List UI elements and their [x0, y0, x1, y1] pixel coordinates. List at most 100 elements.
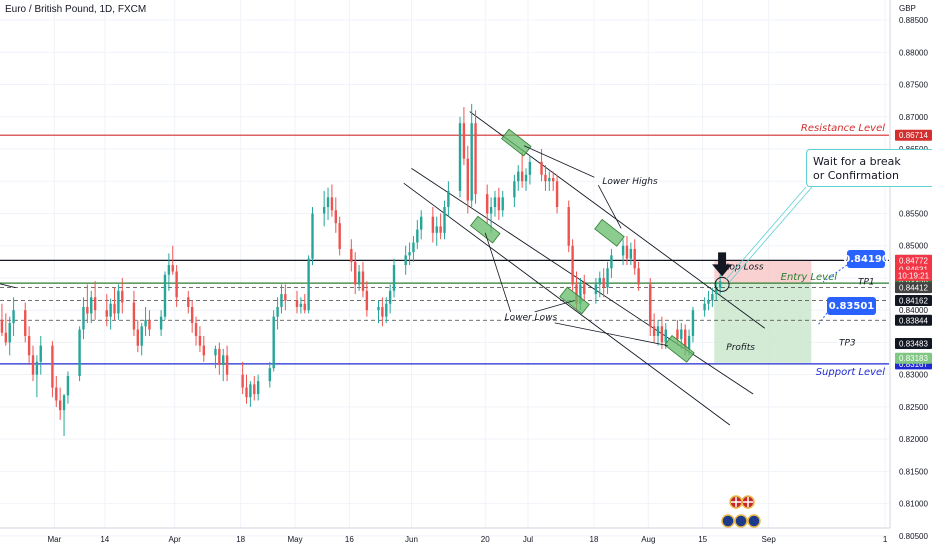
time-axis[interactable]: Mar 14 Apr 18 May 16 Jun 20 Jul 18 Aug 15 Sep 1 [0, 527, 890, 544]
lower-lows-label: Lower Lows [505, 313, 558, 323]
candle-body [633, 248, 636, 269]
candle-body [458, 123, 462, 191]
candle-body [241, 374, 244, 388]
lower-lows-channel-line [411, 167, 754, 395]
support-label: Support Level [816, 367, 886, 378]
tp3-label: TP3 [839, 338, 856, 348]
candle-body [435, 226, 438, 233]
x-tick-label: 18 [590, 535, 599, 544]
candle-body [284, 294, 287, 301]
grid [0, 0, 889, 537]
lower-lows-pointer-2 [534, 300, 575, 313]
swing-high-box-2 [594, 218, 625, 247]
candle-body [350, 248, 353, 262]
callout-connector-1 [725, 186, 807, 280]
candle-body [493, 197, 497, 208]
candle-body [583, 284, 586, 295]
callout-line-1: Wait for a break [813, 155, 901, 168]
x-tick-label: Apr [168, 535, 181, 544]
candle-body [524, 174, 528, 182]
candle-body [144, 319, 147, 327]
candle-body [388, 290, 392, 304]
candle-body [171, 265, 174, 272]
candle-body [202, 345, 206, 356]
candle-body [361, 271, 365, 291]
candle-body [249, 384, 252, 398]
annotation-overlay: Lower Highs Lower Lows [469, 128, 848, 363]
candle-body [718, 281, 722, 288]
candle-body [548, 178, 551, 182]
trendlines [0, 111, 766, 426]
x-tick-label: 18 [236, 535, 245, 544]
candle-body [466, 158, 469, 201]
candle-body [404, 255, 407, 266]
candle-body [691, 310, 695, 336]
candle-body [121, 290, 124, 303]
candle-body [551, 178, 555, 182]
tp3-price-tag-bg [895, 338, 932, 350]
tp3-price-tag: 0.83483 [899, 340, 928, 349]
candle-body [606, 268, 609, 288]
candle-body [159, 316, 163, 330]
tp2-price-tag: 0.84162 [899, 297, 928, 306]
candle-body [24, 310, 27, 336]
candle-body [222, 355, 225, 366]
support-price-tag: 0.83167 [899, 360, 928, 369]
target-price-bubble: 0.83501 [827, 297, 876, 315]
y-tick-label: 0.87000 [899, 113, 928, 122]
candle-body [311, 213, 314, 259]
candle-body [163, 274, 167, 317]
candle-body [27, 335, 31, 356]
symbol-title: Euro / British Pound, 1D, FXCM [5, 4, 147, 15]
x-tick-label: 15 [698, 535, 707, 544]
candle-body [594, 284, 598, 295]
x-tick-label: 20 [481, 535, 490, 544]
candle-body [602, 277, 605, 288]
wait-for-break-callout: Wait for a break or Confirmation [806, 149, 932, 187]
candle-body [93, 297, 97, 311]
candle-body [707, 300, 710, 304]
candle-body [295, 300, 299, 307]
resistance-price-tag: 0.86714 [899, 131, 928, 140]
candle-body [656, 326, 660, 336]
y-tick-label: 0.83000 [899, 371, 928, 380]
y-tick-label: 0.88500 [899, 16, 928, 25]
candle-body [610, 255, 613, 269]
candle-body [381, 306, 384, 317]
candle-body [194, 323, 198, 336]
candle-body [664, 329, 667, 343]
candle-body [385, 303, 388, 317]
candle-body [474, 123, 477, 195]
candle-body [330, 197, 334, 211]
candle-body [711, 294, 714, 301]
candle-body [167, 265, 171, 275]
candle-body [462, 123, 466, 159]
reference-line-left [0, 283, 16, 289]
candle-body [148, 319, 151, 330]
candle-body [225, 355, 229, 375]
candle-body [660, 326, 664, 343]
candle-body [420, 216, 423, 230]
candle-body [579, 284, 582, 304]
candle-body [35, 361, 39, 375]
candle-body [637, 268, 640, 285]
candle-body [62, 395, 66, 411]
candle-body [132, 302, 136, 330]
candle-body [649, 284, 652, 327]
x-tick-label: Jul [523, 535, 533, 544]
candle-body [175, 271, 178, 298]
entry-price-bubble: 0.84190 [843, 250, 889, 268]
candle-body [307, 258, 310, 311]
candle-body [447, 190, 450, 208]
candle-body [86, 306, 89, 314]
candle-body [443, 207, 446, 233]
candle-body [470, 123, 473, 201]
candle-body [621, 245, 625, 256]
target-zone-tag-bg [895, 352, 932, 364]
y-tick-label: 0.88000 [899, 48, 928, 57]
candle-body [687, 335, 691, 349]
candle-body [136, 329, 140, 346]
price-axis[interactable]: 0.80500 0.81000 0.81500 0.82000 0.82500 0.830… [889, 0, 932, 550]
